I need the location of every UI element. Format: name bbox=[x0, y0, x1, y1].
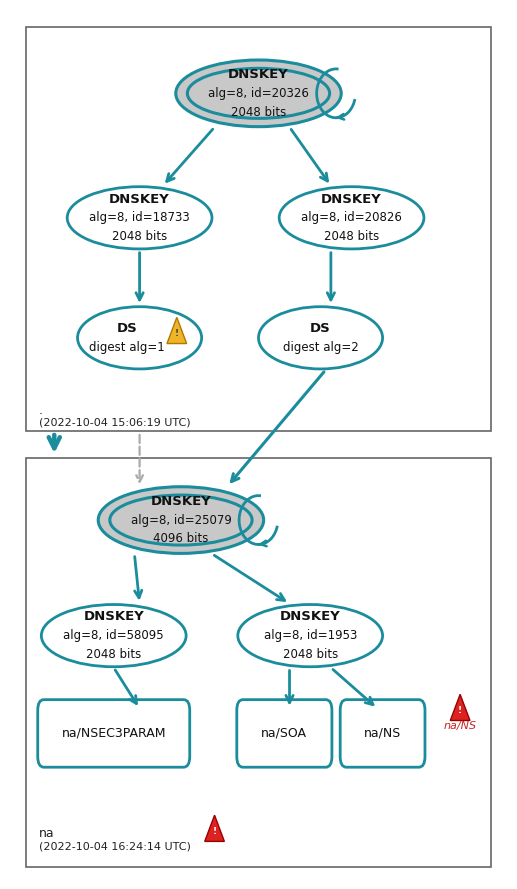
Text: digest alg=2: digest alg=2 bbox=[283, 340, 358, 354]
FancyBboxPatch shape bbox=[38, 700, 190, 767]
Text: 2048 bits: 2048 bits bbox=[231, 106, 286, 118]
FancyBboxPatch shape bbox=[340, 700, 425, 767]
Text: (2022-10-04 16:24:14 UTC): (2022-10-04 16:24:14 UTC) bbox=[39, 841, 191, 852]
Text: .: . bbox=[39, 404, 43, 417]
Text: alg=8, id=18733: alg=8, id=18733 bbox=[89, 212, 190, 224]
Text: 2048 bits: 2048 bits bbox=[283, 648, 338, 661]
Text: DNSKEY: DNSKEY bbox=[321, 193, 382, 205]
Text: digest alg=1: digest alg=1 bbox=[89, 340, 164, 354]
Text: alg=8, id=20826: alg=8, id=20826 bbox=[301, 212, 402, 224]
Text: na: na bbox=[39, 828, 54, 840]
Text: na/NSEC3PARAM: na/NSEC3PARAM bbox=[62, 727, 166, 740]
Ellipse shape bbox=[279, 187, 424, 249]
FancyBboxPatch shape bbox=[237, 700, 332, 767]
Text: !: ! bbox=[212, 827, 217, 836]
Ellipse shape bbox=[98, 487, 264, 553]
Polygon shape bbox=[167, 317, 187, 343]
Text: 2048 bits: 2048 bits bbox=[112, 230, 167, 243]
Text: na/SOA: na/SOA bbox=[262, 727, 307, 740]
Ellipse shape bbox=[41, 605, 186, 667]
Text: na/NS: na/NS bbox=[364, 727, 401, 740]
Text: !: ! bbox=[175, 329, 179, 338]
Text: alg=8, id=58095: alg=8, id=58095 bbox=[64, 629, 164, 642]
Text: DNSKEY: DNSKEY bbox=[228, 68, 289, 81]
Ellipse shape bbox=[238, 605, 383, 667]
Ellipse shape bbox=[258, 307, 383, 369]
Text: 2048 bits: 2048 bits bbox=[86, 648, 141, 661]
Ellipse shape bbox=[78, 307, 202, 369]
Text: DNSKEY: DNSKEY bbox=[83, 611, 144, 623]
Text: alg=8, id=20326: alg=8, id=20326 bbox=[208, 87, 309, 100]
Text: 4096 bits: 4096 bits bbox=[153, 533, 209, 545]
Text: DNSKEY: DNSKEY bbox=[280, 611, 341, 623]
Polygon shape bbox=[205, 815, 224, 841]
Ellipse shape bbox=[67, 187, 212, 249]
Text: (2022-10-04 15:06:19 UTC): (2022-10-04 15:06:19 UTC) bbox=[39, 417, 190, 428]
Text: alg=8, id=1953: alg=8, id=1953 bbox=[264, 629, 357, 642]
Text: 2048 bits: 2048 bits bbox=[324, 230, 379, 243]
Text: DS: DS bbox=[116, 322, 137, 335]
Ellipse shape bbox=[176, 60, 341, 126]
Polygon shape bbox=[450, 694, 470, 720]
Text: alg=8, id=25079: alg=8, id=25079 bbox=[130, 514, 232, 526]
Text: DNSKEY: DNSKEY bbox=[109, 193, 170, 205]
Text: !: ! bbox=[458, 706, 462, 715]
Text: DS: DS bbox=[310, 322, 331, 335]
Text: DNSKEY: DNSKEY bbox=[150, 495, 211, 508]
FancyBboxPatch shape bbox=[26, 458, 491, 867]
FancyBboxPatch shape bbox=[26, 27, 491, 431]
Text: na/NS: na/NS bbox=[444, 721, 477, 732]
